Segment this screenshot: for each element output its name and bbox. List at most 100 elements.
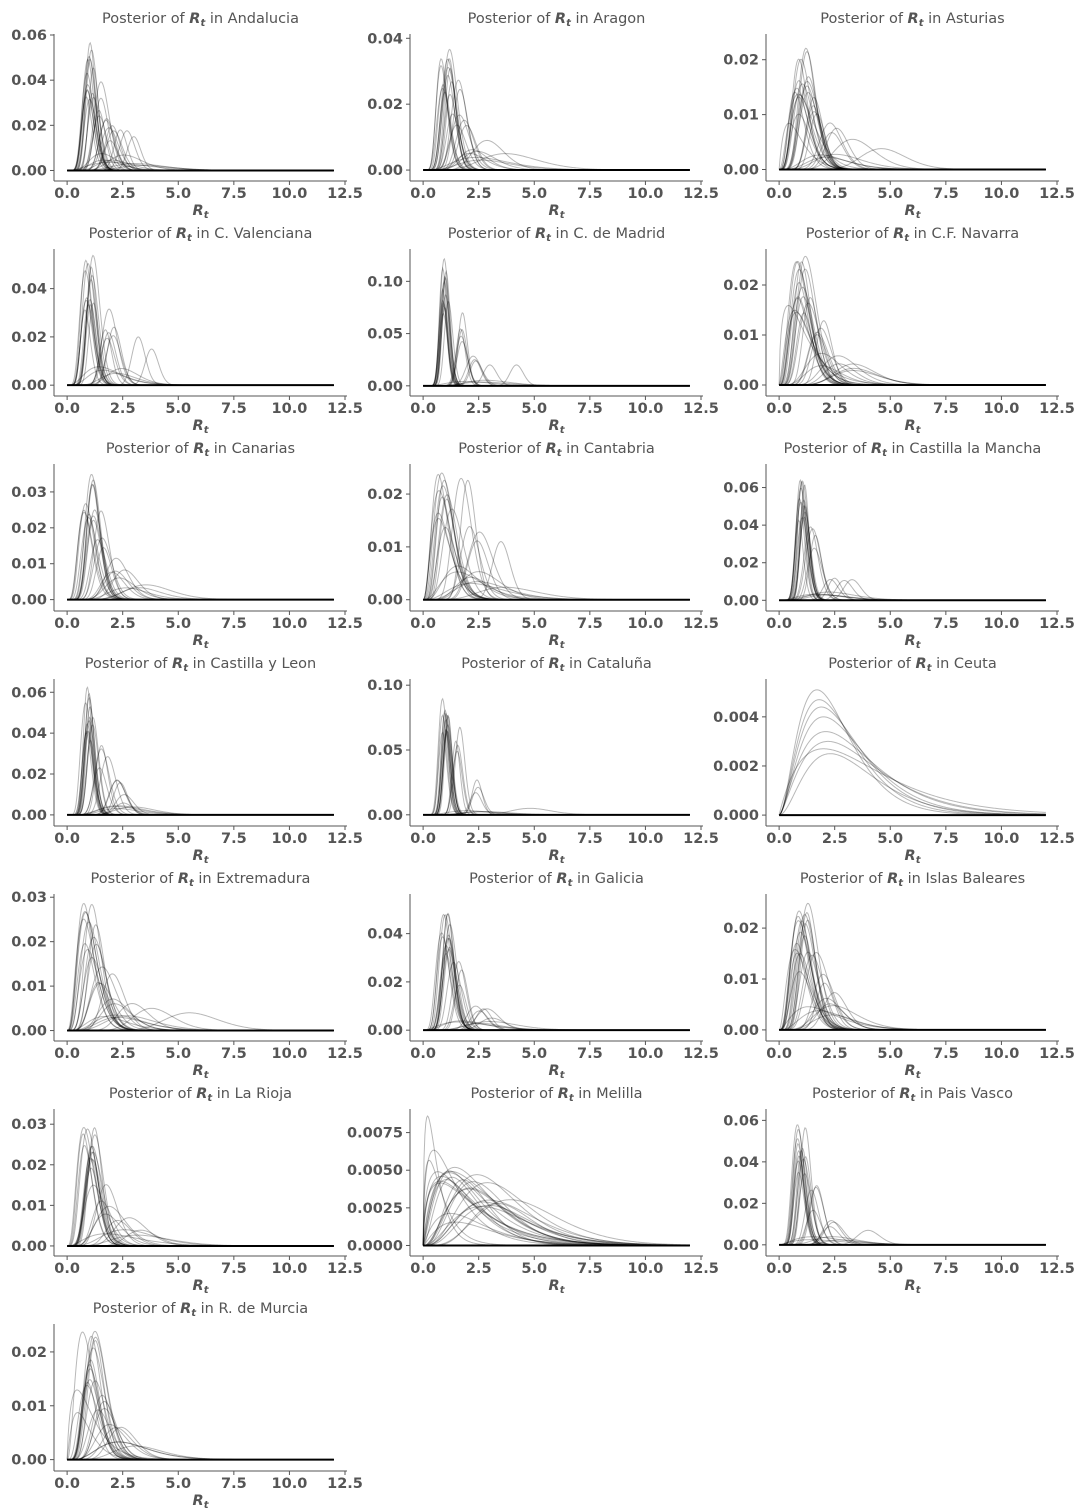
chart-title: Posterior of Rt in Galicia <box>469 871 644 889</box>
chart-title: Posterior of Rt in Asturias <box>820 11 1004 29</box>
y-tick-label: 0.02 <box>367 97 403 113</box>
x-tick-label: 0.0 <box>54 831 80 847</box>
y-tick-label: 0.02 <box>11 935 47 951</box>
curve-group <box>423 697 690 816</box>
x-tick-label: 10.0 <box>272 186 308 202</box>
y-tick-label: 0.03 <box>11 485 47 501</box>
posterior-curve <box>67 483 334 601</box>
x-axis-label: Rt <box>193 1278 210 1296</box>
posterior-curve <box>779 269 1046 386</box>
posterior-curve <box>67 1145 334 1247</box>
x-axis-label: Rt <box>549 633 566 651</box>
x-tick-label: 5.0 <box>521 401 547 417</box>
posterior-curve <box>423 58 690 171</box>
x-tick-label: 7.5 <box>221 616 247 632</box>
chart-title: Posterior of Rt in Castilla y Leon <box>85 656 317 674</box>
y-tick-label: 0.02 <box>11 118 47 134</box>
x-axis-label: Rt <box>905 203 922 221</box>
y-tick-label: 0.01 <box>11 1399 47 1415</box>
x-tick-label: 12.5 <box>1039 186 1075 202</box>
posterior-curve <box>779 534 1046 601</box>
y-tick-label: 0.05 <box>367 327 403 343</box>
y-tick-label: 0.02 <box>11 1345 47 1361</box>
posterior-curve <box>779 526 1046 601</box>
posterior-curve <box>779 1155 1046 1246</box>
posterior-curve <box>67 516 334 601</box>
x-tick-label: 7.5 <box>577 831 603 847</box>
posterior-curve <box>67 943 334 1032</box>
curve-group <box>422 472 690 601</box>
y-tick-label: 0.03 <box>11 1117 47 1133</box>
x-tick-label: 7.5 <box>933 1261 959 1277</box>
x-axis-label: Rt <box>193 418 210 436</box>
x-tick-label: 10.0 <box>984 1046 1020 1062</box>
posterior-curve <box>778 304 1046 386</box>
x-tick-label: 10.0 <box>272 616 308 632</box>
y-tick-label: 0.00 <box>367 163 403 179</box>
y-tick-label: 0.01 <box>723 108 759 124</box>
curve-group <box>778 255 1046 386</box>
chart-title: Posterior of Rt in Extremadura <box>91 871 311 889</box>
curve-group <box>778 902 1046 1031</box>
x-tick-label: 2.5 <box>110 186 136 202</box>
x-tick-label: 12.5 <box>1039 401 1075 417</box>
posterior-curve <box>779 302 1046 386</box>
chart-title: Posterior of Rt in Andalucia <box>102 11 299 29</box>
x-axis-label: Rt <box>549 203 566 221</box>
y-tick-label: 0.02 <box>723 53 759 69</box>
posterior-curve <box>67 1441 334 1461</box>
x-tick-label: 0.0 <box>54 1476 80 1492</box>
x-tick-label: 2.5 <box>466 831 492 847</box>
posterior-curve <box>778 731 1046 816</box>
posterior-curve <box>779 1160 1046 1246</box>
chart-panel-castilla-la-mancha: Posterior of Rt in Castilla la Mancha 0.0… <box>723 441 1075 651</box>
x-tick-label: 12.5 <box>327 186 363 202</box>
posterior-curve <box>778 740 1046 816</box>
y-tick-label: 0.01 <box>723 328 759 344</box>
y-tick-label: 0.04 <box>11 73 47 89</box>
posterior-curve <box>779 1142 1046 1246</box>
chart-panel-canarias: Posterior of Rt in Canarias 0.0 2.5 5.0 7.5 1… <box>11 441 363 651</box>
y-tick-label: 0.02 <box>11 767 47 783</box>
x-tick-label: 0.0 <box>410 831 436 847</box>
x-tick-label: 5.0 <box>521 1046 547 1062</box>
x-axis-label: Rt <box>549 848 566 866</box>
x-tick-label: 2.5 <box>822 831 848 847</box>
x-tick-label: 0.0 <box>766 831 792 847</box>
y-tick-label: 0.02 <box>723 921 759 937</box>
posterior-curve <box>67 702 334 816</box>
x-tick-label: 12.5 <box>683 186 719 202</box>
posterior-curve <box>67 58 334 171</box>
y-tick-label: 0.06 <box>11 685 47 701</box>
x-tick-label: 0.0 <box>766 1046 792 1062</box>
x-tick-label: 5.0 <box>165 1476 191 1492</box>
x-tick-label: 5.0 <box>165 616 191 632</box>
y-tick-label: 0.06 <box>723 1113 759 1129</box>
posterior-curve <box>779 1147 1046 1246</box>
posterior-curve <box>67 686 334 816</box>
x-tick-label: 7.5 <box>221 1046 247 1062</box>
x-tick-label: 7.5 <box>221 186 247 202</box>
posterior-curve <box>67 903 334 1032</box>
y-tick-label: 0.04 <box>367 31 403 47</box>
x-tick-label: 7.5 <box>221 831 247 847</box>
chart-panel-r-de-murcia: Posterior of Rt in R. de Murcia 0.0 2.5 5.0… <box>11 1301 363 1511</box>
posterior-curve <box>67 1368 334 1461</box>
x-tick-label: 10.0 <box>628 1261 664 1277</box>
chart-panel-cantabria: Posterior of Rt in Cantabria 0.0 2.5 5.0 7.5… <box>367 441 719 651</box>
x-tick-label: 7.5 <box>577 616 603 632</box>
posterior-curve <box>67 96 334 171</box>
x-tick-label: 7.5 <box>933 831 959 847</box>
posterior-curve <box>779 484 1046 601</box>
posterior-curve <box>779 480 1046 601</box>
x-tick-label: 2.5 <box>466 1046 492 1062</box>
x-tick-label: 2.5 <box>110 831 136 847</box>
posterior-curve <box>423 328 690 387</box>
chart-title: Posterior of Rt in La Rioja <box>109 1086 292 1104</box>
chart-title: Posterior of Rt in Cataluña <box>461 656 652 674</box>
y-tick-label: 0.00 <box>723 378 759 394</box>
posterior-curve <box>67 254 334 386</box>
y-tick-label: 0.02 <box>11 521 47 537</box>
y-tick-label: 0.01 <box>11 557 47 573</box>
x-tick-label: 2.5 <box>466 186 492 202</box>
